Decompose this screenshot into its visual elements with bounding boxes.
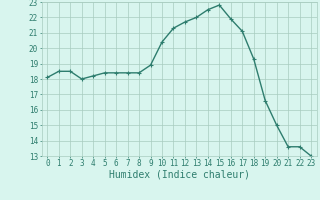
X-axis label: Humidex (Indice chaleur): Humidex (Indice chaleur) xyxy=(109,170,250,180)
